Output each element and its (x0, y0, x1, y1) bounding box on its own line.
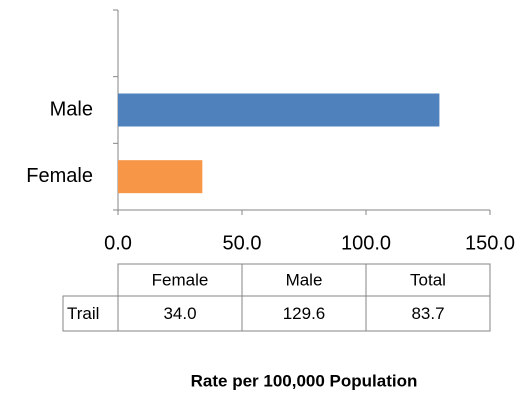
table-header: Male (286, 270, 323, 289)
x-tick-label: 100.0 (341, 232, 391, 254)
table-value: 129.6 (283, 304, 326, 323)
x-tick-label: 50.0 (223, 232, 262, 254)
y-tick-label: Female (26, 165, 93, 187)
x-tick-label: 0.0 (104, 232, 132, 254)
bar (118, 93, 440, 127)
table-value: 83.7 (411, 304, 444, 323)
table-header: Female (152, 270, 209, 289)
table-value: 34.0 (163, 304, 196, 323)
x-axis-label: Rate per 100,000 Population (191, 371, 418, 390)
table-row-label: Trail (67, 304, 99, 323)
table-header: Total (410, 270, 446, 289)
table-cell (365, 295, 491, 332)
x-tick-label: 150.0 (465, 232, 515, 254)
bar (118, 160, 203, 194)
y-tick-label: Male (50, 98, 93, 120)
